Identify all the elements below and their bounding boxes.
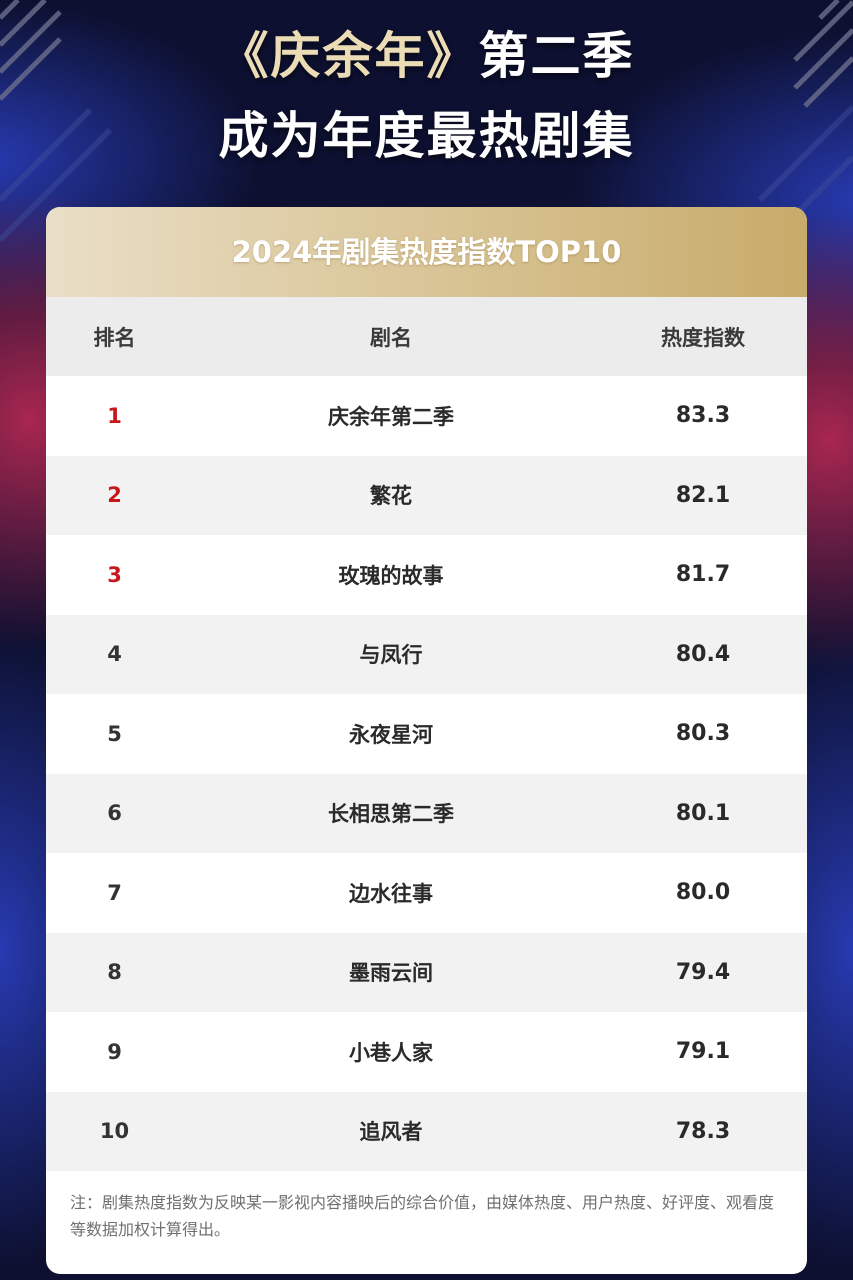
name-cell: 繁花	[370, 484, 412, 509]
rank-cell: 8	[107, 960, 122, 985]
table-body: 1 庆余年第二季 83.3 2 繁花 82.1 3 玫瑰的故事 81.7 4 与…	[46, 376, 807, 1171]
rank-cell: 3	[107, 562, 122, 587]
name-cell: 永夜星河	[349, 722, 433, 747]
score-cell: 79.4	[675, 959, 731, 985]
name-cell: 与凤行	[359, 643, 423, 668]
name-cell: 长相思第二季	[328, 802, 454, 827]
name-cell: 墨雨云间	[349, 961, 433, 986]
score-cell: 80.0	[675, 880, 731, 906]
headline-line-1: 《庆余年》第二季	[0, 26, 853, 86]
rank-cell: 2	[107, 483, 122, 508]
table-row: 1 庆余年第二季 83.3	[46, 376, 807, 456]
headline-show-title: 《庆余年》	[218, 27, 479, 85]
score-cell: 80.1	[675, 800, 731, 826]
footnote: 注：剧集热度指数为反映某一影视内容播映后的综合价值，由媒体热度、用户热度、好评度…	[70, 1193, 775, 1239]
table-row: 6 长相思第二季 80.1	[46, 773, 807, 853]
score-cell: 81.7	[675, 562, 731, 588]
rank-cell: 1	[107, 403, 122, 428]
name-cell: 玫瑰的故事	[338, 563, 444, 588]
table-row: 2 繁花 82.1	[46, 455, 807, 535]
ranking-card: 2024年剧集热度指数TOP10 排名 剧名 热度指数 1 庆余年第二季 83.…	[46, 207, 807, 1274]
table-row: 5 永夜星河 80.3	[46, 694, 807, 774]
table-row: 9 小巷人家 79.1	[46, 1012, 807, 1092]
rank-cell: 9	[107, 1039, 122, 1064]
rank-cell: 6	[107, 801, 122, 826]
table-title: 2024年剧集热度指数TOP10	[46, 207, 807, 297]
headline-line-2: 成为年度最热剧集	[218, 107, 635, 165]
name-cell: 小巷人家	[349, 1040, 433, 1065]
table-header-row: 排名 剧名 热度指数	[46, 297, 807, 376]
column-header-score: 热度指数	[661, 325, 745, 350]
name-cell: 边水往事	[349, 881, 433, 906]
name-cell: 追风者	[359, 1120, 423, 1145]
headline-season: 第二季	[478, 27, 635, 85]
score-cell: 78.3	[675, 1118, 731, 1144]
table-row: 8 墨雨云间 79.4	[46, 932, 807, 1012]
score-cell: 80.3	[675, 721, 731, 747]
score-cell: 83.3	[675, 403, 731, 429]
score-cell: 79.1	[675, 1039, 731, 1065]
rank-cell: 7	[107, 880, 122, 905]
column-header-name: 剧名	[370, 325, 412, 350]
rank-cell: 5	[107, 721, 122, 746]
column-header-rank: 排名	[93, 325, 136, 350]
table-row: 4 与凤行 80.4	[46, 614, 807, 694]
table-row: 7 边水往事 80.0	[46, 853, 807, 933]
rank-cell: 10	[99, 1119, 130, 1144]
table-row: 3 玫瑰的故事 81.7	[46, 535, 807, 615]
name-cell: 庆余年第二季	[328, 404, 454, 429]
table-row: 10 追风者 78.3	[46, 1091, 807, 1171]
score-cell: 82.1	[675, 482, 731, 508]
rank-cell: 4	[107, 642, 122, 667]
score-cell: 80.4	[675, 641, 731, 667]
